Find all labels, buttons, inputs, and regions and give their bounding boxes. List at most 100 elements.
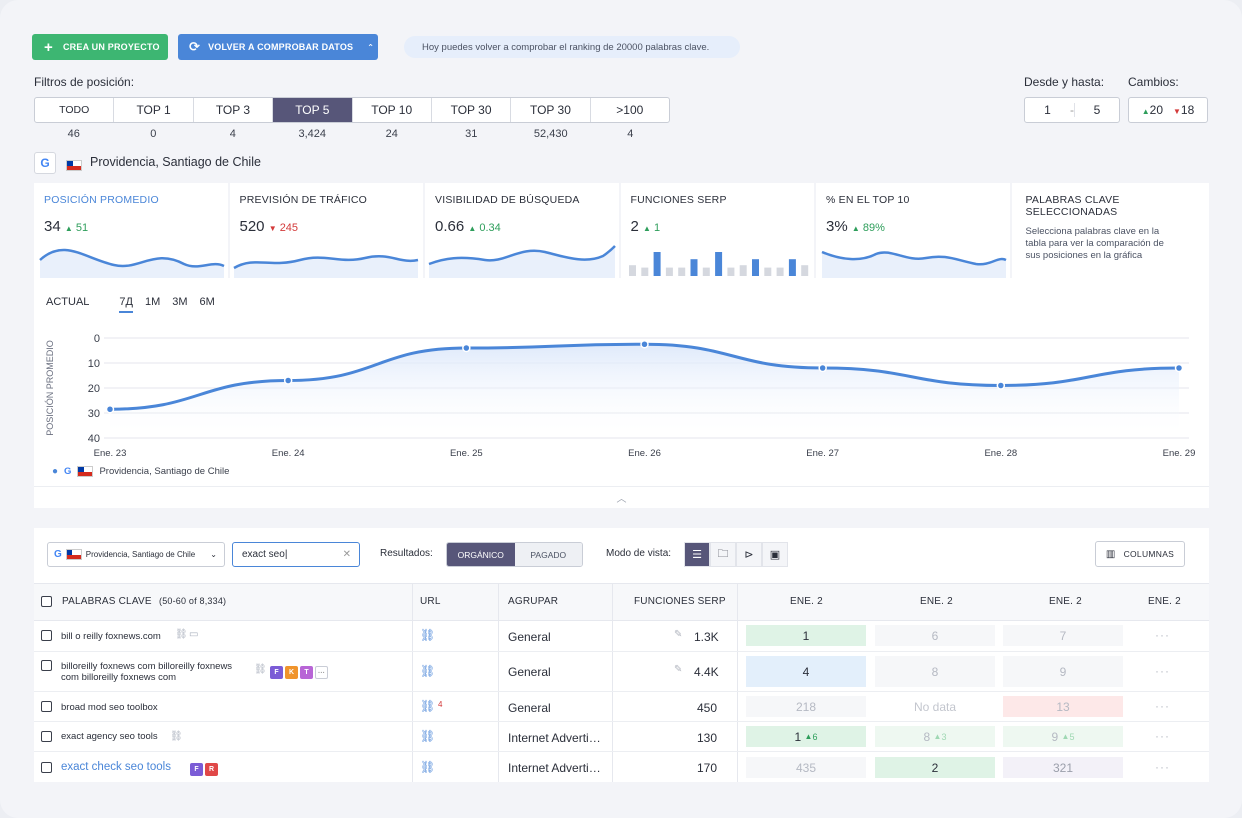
url-link-icon[interactable]: ⛓ xyxy=(420,729,436,743)
arrow-up-icon: ▲ xyxy=(933,732,942,741)
folder-view-icon[interactable]: 🗀 xyxy=(710,542,736,567)
comment-icon[interactable]: ▭ xyxy=(189,629,199,640)
link-icon[interactable]: ⛓ xyxy=(254,664,267,675)
card-traffic-forecast[interactable]: PREVISIÓN DE TRÁFICO 520 ▼ 245 xyxy=(229,183,423,278)
data-point[interactable] xyxy=(1174,363,1184,373)
y-tick-label: 10 xyxy=(88,358,100,370)
organic-toggle[interactable]: ORGÁNICO xyxy=(447,543,515,566)
tag-r: R xyxy=(205,763,218,777)
keyword-text[interactable]: bill o reilly foxnews.com xyxy=(61,631,161,642)
filter-tab-top5[interactable]: TOP 5 xyxy=(273,98,353,122)
filter-tab-top1[interactable]: TOP 1 xyxy=(114,98,194,122)
keyword-text[interactable]: exact check seo tools xyxy=(61,761,171,773)
header-group[interactable]: AGRUPAR xyxy=(508,596,559,607)
data-point[interactable] xyxy=(283,376,293,385)
filter-tab-over100[interactable]: >100 xyxy=(616,103,644,117)
create-project-button[interactable]: + CREA UN PROYECTO xyxy=(32,34,168,60)
card-title: FUNCIONES SERP xyxy=(630,194,727,206)
position-cell: 2 xyxy=(875,757,995,778)
collapse-chart-toggle[interactable]: ︿ xyxy=(34,486,1209,508)
row-checkbox[interactable] xyxy=(41,660,52,671)
more-icon[interactable]: ··· xyxy=(1155,628,1170,642)
data-point[interactable] xyxy=(640,340,649,349)
card-description: Selecciona palabras clave en la tabla pa… xyxy=(1025,226,1164,261)
data-point[interactable] xyxy=(818,363,827,373)
table-row[interactable] xyxy=(34,692,1209,722)
keyword-search-input[interactable]: exact seo | ✕ xyxy=(232,542,360,567)
header-serp[interactable]: FUNCIONES SERP xyxy=(634,596,726,607)
clear-icon[interactable]: ✕ xyxy=(342,549,351,560)
header-url[interactable]: URL xyxy=(420,596,441,607)
card-average-position[interactable]: POSICIÓN PROMEDIO 34 ▲ 51 xyxy=(34,183,228,278)
data-point[interactable] xyxy=(105,405,115,414)
header-date[interactable]: ENE. 2 xyxy=(920,596,953,607)
more-icon[interactable]: ··· xyxy=(1155,699,1170,713)
recheck-data-button[interactable]: ⟳ VOLVER A COMPROBAR DATOS ⌃ xyxy=(178,34,378,60)
filter-tab-top30[interactable]: TOP 30 xyxy=(432,98,512,122)
data-point[interactable] xyxy=(996,381,1006,390)
card-serp-features[interactable]: FUNCIONES SERP 2 ▲ 1 xyxy=(620,183,814,278)
google-icon[interactable]: G xyxy=(34,152,56,174)
position-cell: 8 xyxy=(875,656,995,687)
header-date[interactable]: ENE. 2 xyxy=(790,596,823,607)
edit-icon[interactable]: ✎ xyxy=(674,629,683,640)
chile-flag-icon xyxy=(77,466,94,477)
url-link-icon[interactable]: ⛓ xyxy=(420,699,436,713)
row-checkbox[interactable] xyxy=(41,701,52,712)
more-tags-icon[interactable]: ··· xyxy=(315,666,328,680)
tag-view-icon[interactable]: ⊳ xyxy=(736,542,762,567)
keyword-text[interactable]: broad mod seo toolbox xyxy=(61,702,158,713)
filter-tab-top3[interactable]: TOP 3 xyxy=(194,98,274,122)
period-3m[interactable]: 3M xyxy=(172,296,188,308)
period-7d[interactable]: 7Д xyxy=(119,296,133,313)
results-toggle: ORGÁNICO PAGADO xyxy=(446,542,583,567)
data-point[interactable] xyxy=(462,343,471,353)
position-cell: 218 xyxy=(746,696,866,717)
filter-tab-top30b[interactable]: TOP 30 xyxy=(511,98,591,122)
list-view-icon[interactable]: ☰ xyxy=(684,542,710,567)
more-icon[interactable]: ··· xyxy=(1155,760,1170,774)
range-input[interactable]: 1 - 5 xyxy=(1024,97,1120,123)
period-1m[interactable]: 1M xyxy=(144,296,161,308)
card-top10-percent[interactable]: % EN EL TOP 10 3% ▲ 89% xyxy=(816,183,1010,278)
header-date[interactable]: ENE. 2 xyxy=(1148,596,1181,607)
changes-label: Cambios: xyxy=(1128,75,1179,89)
table-row[interactable] xyxy=(34,621,1209,652)
header-date[interactable]: ENE. 2 xyxy=(1049,596,1082,607)
filter-tab-todo[interactable]: TODO xyxy=(35,98,115,122)
link-icon[interactable]: ⛓ xyxy=(175,629,188,640)
period-actual[interactable]: ACTUAL xyxy=(46,296,90,308)
chile-flag-icon xyxy=(66,160,82,172)
keyword-text[interactable]: billoreilly foxnews com billoreilly foxn… xyxy=(61,661,233,683)
edit-icon[interactable]: ✎ xyxy=(674,664,683,675)
period-6m[interactable]: 6M xyxy=(199,296,215,308)
location-name: Providencia, Santiago de Chile xyxy=(90,155,261,169)
url-link-icon[interactable]: ⛓ xyxy=(420,664,436,678)
google-icon: G xyxy=(64,466,72,477)
row-checkbox[interactable] xyxy=(41,731,52,742)
card-search-visibility[interactable]: VISIBILIDAD DE BÚSQUEDA 0.66 ▲ 0.34 xyxy=(425,183,619,278)
more-icon[interactable]: ··· xyxy=(1155,664,1170,678)
paid-toggle[interactable]: PAGADO xyxy=(514,543,582,566)
url-link-icon[interactable]: ⛓ xyxy=(420,760,436,774)
range-from[interactable]: 1 xyxy=(1044,103,1051,117)
link-icon[interactable]: ⛓ xyxy=(170,731,183,742)
row-checkbox[interactable] xyxy=(41,630,52,641)
columns-button[interactable]: ▥ COLUMNAS xyxy=(1095,541,1185,567)
url-link-icon[interactable]: ⛓ xyxy=(420,628,436,642)
select-all-checkbox[interactable] xyxy=(41,596,52,607)
more-icon[interactable]: ··· xyxy=(1155,729,1170,743)
keyword-text[interactable]: exact agency seo tools xyxy=(61,731,158,742)
y-tick-label: 20 xyxy=(88,383,100,395)
row-checkbox[interactable] xyxy=(41,762,52,773)
header-keywords[interactable]: PALABRAS CLAVE xyxy=(62,596,152,607)
changes-box[interactable]: ▲20 ▼18 xyxy=(1128,97,1208,123)
view-mode-label: Modo de vista: xyxy=(606,548,672,559)
archive-view-icon[interactable]: ▣ xyxy=(762,542,788,567)
location-select[interactable]: G Providencia, Santiago de Chile ⌄ xyxy=(47,542,225,567)
card-title: VISIBILIDAD DE BÚSQUEDA xyxy=(435,194,580,206)
filter-tab-top10[interactable]: TOP 10 xyxy=(353,98,432,122)
table-row[interactable] xyxy=(34,652,1209,692)
table-row[interactable] xyxy=(34,722,1209,752)
range-to[interactable]: 5 xyxy=(1073,103,1119,117)
